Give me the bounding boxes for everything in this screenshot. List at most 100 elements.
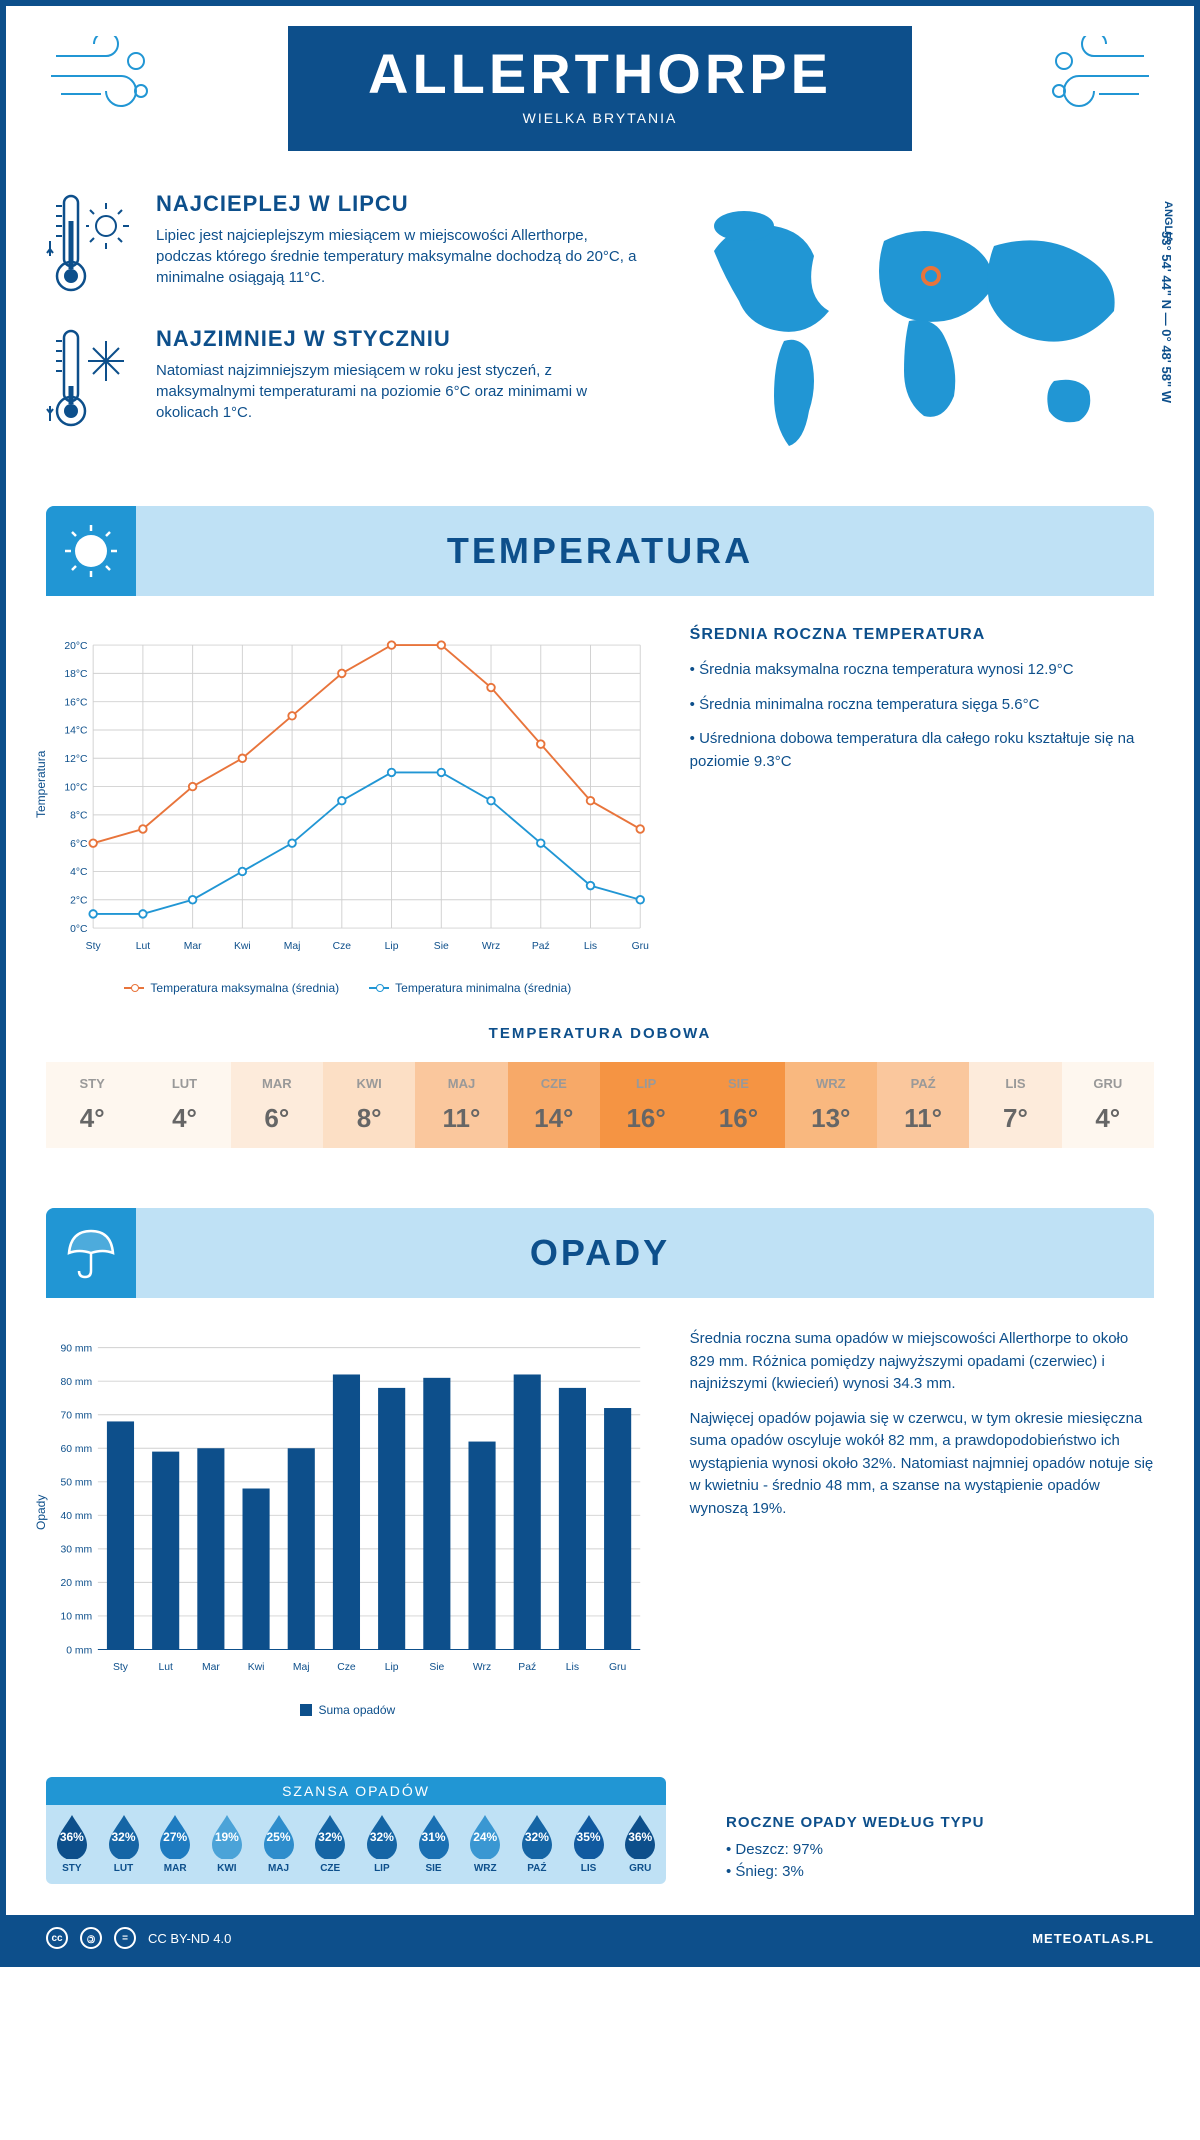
svg-text:80 mm: 80 mm bbox=[61, 1377, 93, 1388]
daily-temp-cell: MAR6° bbox=[231, 1062, 323, 1148]
by-type-title: ROCZNE OPADY WEDŁUG TYPU bbox=[726, 1814, 1154, 1831]
chance-cell: 31% SIE bbox=[408, 1805, 460, 1884]
daily-temp-cell: PAŹ11° bbox=[877, 1062, 969, 1148]
temperature-title: TEMPERATURA bbox=[46, 530, 1154, 572]
svg-text:0 mm: 0 mm bbox=[66, 1645, 92, 1656]
daily-temp-cell: KWI8° bbox=[323, 1062, 415, 1148]
location-subtitle: WIELKA BRYTANIA bbox=[368, 110, 832, 126]
svg-text:Mar: Mar bbox=[184, 941, 202, 952]
daily-temp-cell: LIS7° bbox=[969, 1062, 1061, 1148]
chance-cell: 36% STY bbox=[46, 1805, 98, 1884]
thermometer-cold-icon bbox=[46, 326, 136, 436]
svg-text:12°C: 12°C bbox=[64, 754, 88, 765]
climate-facts: NAJCIEPLEJ W LIPCU Lipiec jest najcieple… bbox=[46, 191, 644, 476]
svg-text:6°C: 6°C bbox=[70, 839, 88, 850]
svg-text:50 mm: 50 mm bbox=[61, 1478, 93, 1489]
warmest-text: Lipiec jest najcieplejszym miesiącem w m… bbox=[156, 225, 644, 288]
wind-decoration-icon bbox=[46, 36, 166, 121]
umbrella-icon bbox=[46, 1208, 136, 1298]
daily-temp-cell: GRU4° bbox=[1062, 1062, 1154, 1148]
svg-text:14°C: 14°C bbox=[64, 726, 88, 737]
raindrop-icon: 36% bbox=[53, 1813, 91, 1859]
precipitation-chance-strip: SZANSA OPADÓW 36% STY 32% LUT 27% MAR bbox=[46, 1777, 666, 1884]
svg-text:Sty: Sty bbox=[113, 1662, 129, 1673]
precipitation-section-header: OPADY bbox=[46, 1208, 1154, 1298]
raindrop-icon: 31% bbox=[415, 1813, 453, 1859]
site-name: METEOATLAS.PL bbox=[1032, 1931, 1154, 1946]
chance-cell: 32% LIP bbox=[356, 1805, 408, 1884]
svg-text:90 mm: 90 mm bbox=[61, 1343, 93, 1354]
svg-text:16°C: 16°C bbox=[64, 697, 88, 708]
by-icon: 🄯 bbox=[80, 1927, 102, 1949]
daily-temp-cell: STY4° bbox=[46, 1062, 138, 1148]
world-map bbox=[674, 191, 1154, 471]
daily-temp-cell: LUT4° bbox=[138, 1062, 230, 1148]
precip-para: Średnia roczna suma opadów w miejscowośc… bbox=[690, 1328, 1154, 1396]
svg-text:Maj: Maj bbox=[293, 1662, 310, 1673]
svg-text:20°C: 20°C bbox=[64, 641, 88, 652]
wind-decoration-icon bbox=[1034, 36, 1154, 121]
chance-cell: 36% GRU bbox=[614, 1805, 666, 1884]
legend-max: Temperatura maksymalna (średnia) bbox=[124, 981, 339, 995]
svg-text:40 mm: 40 mm bbox=[61, 1511, 93, 1522]
raindrop-icon: 32% bbox=[518, 1813, 556, 1859]
chance-cell: 27% MAR bbox=[149, 1805, 201, 1884]
by-type-item: • Śnieg: 3% bbox=[726, 1863, 1154, 1880]
legend-precip: Suma opadów bbox=[300, 1703, 395, 1717]
svg-text:Lip: Lip bbox=[385, 941, 399, 952]
svg-text:Wrz: Wrz bbox=[482, 941, 500, 952]
coldest-title: NAJZIMNIEJ W STYCZNIU bbox=[156, 326, 644, 352]
svg-text:10°C: 10°C bbox=[64, 782, 88, 793]
svg-text:Lip: Lip bbox=[385, 1662, 399, 1673]
temperature-info: ŚREDNIA ROCZNA TEMPERATURA • Średnia mak… bbox=[690, 626, 1154, 995]
thermometer-hot-icon bbox=[46, 191, 136, 301]
warmest-fact: NAJCIEPLEJ W LIPCU Lipiec jest najcieple… bbox=[46, 191, 644, 301]
daily-temp-cell: MAJ11° bbox=[415, 1062, 507, 1148]
svg-text:Gru: Gru bbox=[609, 1662, 627, 1673]
title-banner: ALLERTHORPE WIELKA BRYTANIA bbox=[288, 26, 912, 151]
temp-y-axis-label: Temperatura bbox=[34, 750, 48, 817]
chance-cell: 32% PAŹ bbox=[511, 1805, 563, 1884]
svg-text:Wrz: Wrz bbox=[473, 1662, 491, 1673]
nd-icon: = bbox=[114, 1927, 136, 1949]
svg-text:10 mm: 10 mm bbox=[61, 1612, 93, 1623]
temp-bullet: • Uśredniona dobowa temperatura dla całe… bbox=[690, 728, 1154, 773]
license-text: CC BY-ND 4.0 bbox=[148, 1931, 231, 1946]
chance-cell: 25% MAJ bbox=[253, 1805, 305, 1884]
coldest-text: Natomiast najzimniejszym miesiącem w rok… bbox=[156, 360, 644, 423]
svg-text:Paź: Paź bbox=[518, 1662, 536, 1673]
precipitation-title: OPADY bbox=[46, 1232, 1154, 1274]
svg-text:20 mm: 20 mm bbox=[61, 1578, 93, 1589]
raindrop-icon: 27% bbox=[156, 1813, 194, 1859]
cc-icon: cc bbox=[46, 1927, 68, 1949]
raindrop-icon: 19% bbox=[208, 1813, 246, 1859]
svg-text:Paź: Paź bbox=[532, 941, 550, 952]
svg-text:18°C: 18°C bbox=[64, 669, 88, 680]
temp-bullet: • Średnia minimalna roczna temperatura s… bbox=[690, 694, 1154, 717]
daily-temp-cell: LIP16° bbox=[600, 1062, 692, 1148]
precipitation-bar-chart: Opady 0 mm10 mm20 mm30 mm40 mm50 mm60 mm… bbox=[46, 1328, 650, 1717]
chance-cell: 32% CZE bbox=[304, 1805, 356, 1884]
raindrop-icon: 35% bbox=[570, 1813, 608, 1859]
svg-text:Lis: Lis bbox=[584, 941, 597, 952]
by-type-item: • Deszcz: 97% bbox=[726, 1841, 1154, 1858]
coldest-fact: NAJZIMNIEJ W STYCZNIU Natomiast najzimni… bbox=[46, 326, 644, 436]
svg-text:Sie: Sie bbox=[429, 1662, 444, 1673]
chance-title: SZANSA OPADÓW bbox=[46, 1777, 666, 1805]
raindrop-icon: 25% bbox=[260, 1813, 298, 1859]
daily-temp-cell: WRZ13° bbox=[785, 1062, 877, 1148]
temperature-section-header: TEMPERATURA bbox=[46, 506, 1154, 596]
daily-temp-title: TEMPERATURA DOBOWA bbox=[46, 1025, 1154, 1042]
svg-text:Gru: Gru bbox=[632, 941, 650, 952]
page-header: ALLERTHORPE WIELKA BRYTANIA bbox=[6, 6, 1194, 181]
precip-para: Najwięcej opadów pojawia się w czerwcu, … bbox=[690, 1408, 1154, 1521]
daily-temp-cell: CZE14° bbox=[508, 1062, 600, 1148]
svg-text:Cze: Cze bbox=[337, 1662, 356, 1673]
svg-text:2°C: 2°C bbox=[70, 896, 88, 907]
raindrop-icon: 32% bbox=[363, 1813, 401, 1859]
temperature-line-chart: Temperatura 0°C2°C4°C6°C8°C10°C12°C14°C1… bbox=[46, 626, 650, 995]
svg-text:70 mm: 70 mm bbox=[61, 1410, 93, 1421]
svg-text:Kwi: Kwi bbox=[248, 1662, 265, 1673]
temp-bullet: • Średnia maksymalna roczna temperatura … bbox=[690, 659, 1154, 682]
precipitation-by-type: ROCZNE OPADY WEDŁUG TYPU • Deszcz: 97% •… bbox=[686, 1814, 1194, 1915]
